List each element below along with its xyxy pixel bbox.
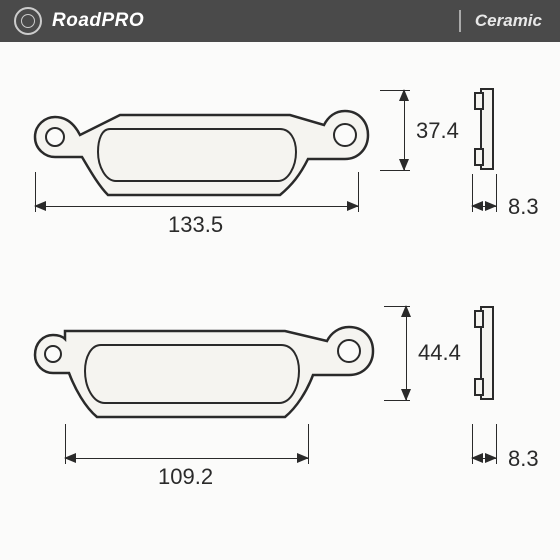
pad-top-side-profile [480,88,494,170]
pad-bottom-hole-right [338,340,360,362]
header-divider [459,10,461,32]
logo-icon [14,7,42,35]
header-bar: RoadPRO Ceramic [0,0,560,42]
dim-width-bottom-label: 109.2 [158,464,213,490]
dim-width-top [35,206,358,207]
dim-thick-top [472,206,496,207]
pad-bottom-shape [30,296,390,456]
dim-width-bottom [65,458,308,459]
dim-height-bottom [406,306,407,400]
pad-bottom-side-profile [480,306,494,400]
pad-top-hole-left [46,128,64,146]
pad-top-hole-right [334,124,356,146]
pad-top-shape [30,82,380,232]
material-group: Ceramic [459,10,542,32]
dim-height-top-label: 37.4 [416,118,459,144]
brand-group: RoadPRO [14,7,144,35]
dim-thick-bottom [472,458,496,459]
dim-width-top-label: 133.5 [168,212,223,238]
dim-thick-top-label: 8.3 [508,194,539,220]
pad-bottom-hole-left [45,346,61,362]
dim-height-top [404,90,405,170]
pad-top-outline [35,111,368,195]
diagram-canvas: 133.5 37.4 8.3 109.2 44.4 8.3 [0,42,560,560]
material-label: Ceramic [475,11,542,31]
dim-height-bottom-label: 44.4 [418,340,461,366]
dim-thick-bottom-label: 8.3 [508,446,539,472]
brand-label: RoadPRO [52,10,144,32]
